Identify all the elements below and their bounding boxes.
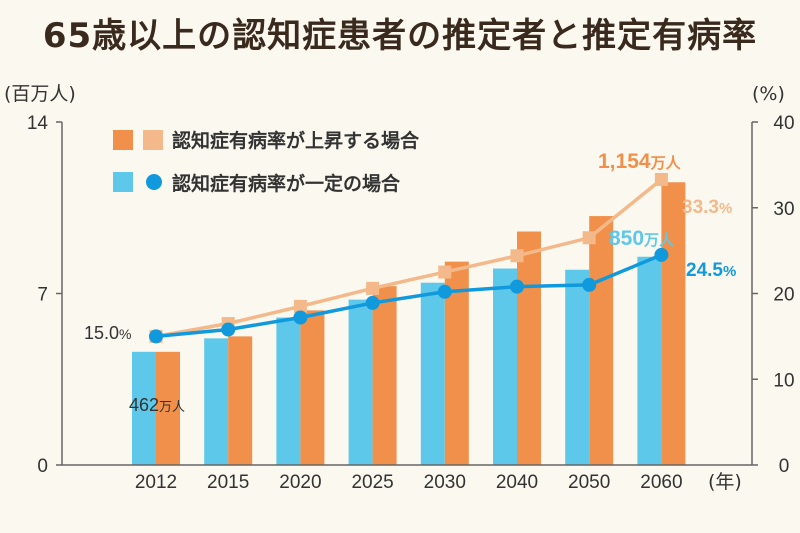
bar-constant bbox=[637, 256, 662, 465]
x-tick-label: 2020 bbox=[279, 472, 321, 493]
bar-constant bbox=[276, 317, 301, 465]
x-tick-label: 2060 bbox=[640, 472, 682, 493]
point-rising bbox=[293, 299, 307, 313]
point-rising bbox=[366, 281, 380, 295]
bar-constant bbox=[493, 268, 517, 465]
y-left-tick-label: 0 bbox=[37, 456, 48, 477]
annotation-rising-2060-rate: 33.3% bbox=[682, 197, 732, 218]
lines-group bbox=[149, 172, 669, 344]
x-tick-label: 2025 bbox=[351, 472, 393, 493]
bar-constant bbox=[348, 299, 373, 465]
y-left-unit: (百万人) bbox=[4, 83, 76, 105]
annotation-start-rate: 15.0% bbox=[84, 323, 132, 343]
point-constant bbox=[582, 277, 597, 292]
point-constant bbox=[437, 284, 452, 299]
point-rising bbox=[510, 249, 524, 263]
y-left-tick-label: 7 bbox=[37, 285, 48, 306]
annotation-rising-2060-count-num: 1,154 bbox=[598, 150, 651, 173]
annotation-rising-2060-count: 1,154万人 bbox=[598, 150, 682, 173]
point-constant bbox=[510, 279, 524, 294]
point-constant bbox=[293, 310, 308, 325]
annotation-start-count: 462万人 bbox=[129, 395, 185, 415]
annotation-rising-2060-rate-num: 33.3 bbox=[682, 197, 719, 218]
x-unit: (年) bbox=[708, 471, 742, 493]
annotation-constant-2060-rate-num: 24.5 bbox=[686, 260, 723, 281]
point-constant bbox=[654, 247, 669, 262]
point-constant bbox=[149, 329, 163, 344]
y-right-unit: (%) bbox=[752, 83, 785, 105]
legend-label-rising: 認知症有病率が上昇する場合 bbox=[172, 129, 420, 152]
x-tick-label: 2015 bbox=[207, 472, 249, 493]
bar-rising bbox=[228, 336, 253, 465]
bars-group bbox=[132, 182, 686, 465]
legend-swatch-constant-line bbox=[146, 174, 162, 190]
legend-swatch-rising-bar bbox=[113, 130, 133, 150]
annotation-constant-2060-rate: 24.5% bbox=[686, 260, 736, 281]
annotation-start-rate-unit: % bbox=[119, 326, 131, 342]
line-rising bbox=[155, 178, 663, 339]
legend-label-constant: 認知症有病率が一定の場合 bbox=[172, 172, 401, 195]
bar-rising bbox=[589, 216, 614, 465]
y-left-tick-label: 14 bbox=[27, 113, 49, 134]
bar-rising bbox=[372, 286, 397, 465]
x-tick-label: 2012 bbox=[135, 472, 177, 493]
point-rising bbox=[582, 231, 596, 245]
legend-swatch-rising-line bbox=[143, 130, 163, 150]
annotation-constant-2060-count: 850万人 bbox=[609, 227, 675, 250]
annotation-constant-2060-count-num: 850 bbox=[609, 227, 644, 250]
point-rising bbox=[654, 172, 668, 186]
x-tick-label: 2050 bbox=[568, 472, 610, 493]
annotation-start-count-num: 462 bbox=[129, 395, 159, 415]
x-tick-label: 2040 bbox=[496, 472, 538, 493]
y-right-tick-label: 40 bbox=[773, 113, 794, 134]
y-right-tick-label: 10 bbox=[773, 370, 794, 391]
annotation-rising-2060-rate-unit: % bbox=[719, 200, 732, 217]
bar-constant bbox=[132, 351, 156, 465]
y-right-tick-label: 30 bbox=[773, 199, 794, 220]
bar-rising bbox=[517, 231, 541, 465]
annotation-start-rate-num: 15.0 bbox=[84, 323, 119, 343]
bar-constant bbox=[204, 338, 229, 465]
annotation-start-count-unit: 万人 bbox=[159, 400, 185, 415]
chart-title: 65歳以上の認知症患者の推定者と推定有病率 bbox=[42, 16, 758, 56]
y-right-tick-label: 20 bbox=[773, 285, 794, 306]
point-constant bbox=[365, 295, 380, 310]
bar-constant bbox=[420, 282, 445, 465]
x-tick-label: 2030 bbox=[424, 472, 466, 493]
annotation-rising-2060-count-unit: 万人 bbox=[650, 154, 682, 172]
point-rising bbox=[438, 265, 452, 279]
bar-rising bbox=[300, 310, 325, 465]
bar-constant bbox=[565, 269, 590, 465]
bar-rising bbox=[661, 182, 686, 465]
legend: 認知症有病率が上昇する場合 認知症有病率が一定の場合 bbox=[113, 129, 420, 195]
bar-rising bbox=[156, 351, 180, 465]
annotation-constant-2060-rate-unit: % bbox=[723, 263, 736, 280]
point-constant bbox=[221, 322, 236, 337]
annotation-constant-2060-count-unit: 万人 bbox=[643, 231, 675, 249]
y-right-tick-label: 0 bbox=[779, 456, 790, 477]
legend-swatch-constant-bar bbox=[113, 172, 133, 192]
line-constant bbox=[155, 253, 663, 339]
